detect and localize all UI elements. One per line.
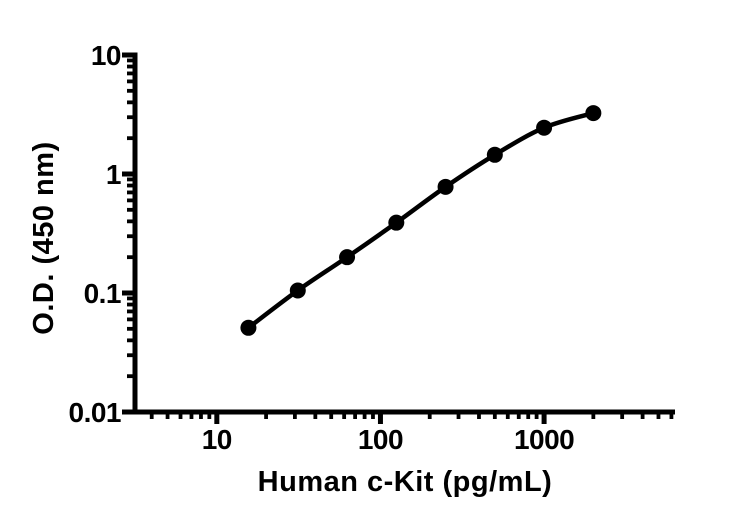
x-tick-label: 10 <box>202 424 232 455</box>
data-point-marker <box>339 249 356 266</box>
data-point-marker <box>536 119 553 136</box>
plot-layer: 10 100 1000 0.01 0.1 1 10 <box>69 40 675 455</box>
x-axis-title: Human c-Kit (pg/mL) <box>258 466 553 498</box>
y-tick-label: 0.01 <box>69 397 122 428</box>
y-axis-title: O.D. (450 nm) <box>28 141 60 334</box>
y-tick-label: 1 <box>106 159 121 190</box>
x-tick-label: 100 <box>358 424 403 455</box>
data-point-marker <box>388 214 405 231</box>
y-tick-label: 0.1 <box>84 278 121 309</box>
data-point-marker <box>240 319 257 336</box>
data-point-marker <box>437 178 454 195</box>
data-point-marker <box>585 105 602 122</box>
data-point-marker <box>289 282 306 299</box>
y-tick-label: 10 <box>91 40 121 71</box>
data-point-marker <box>486 146 503 163</box>
x-tick-label: 1000 <box>514 424 574 455</box>
